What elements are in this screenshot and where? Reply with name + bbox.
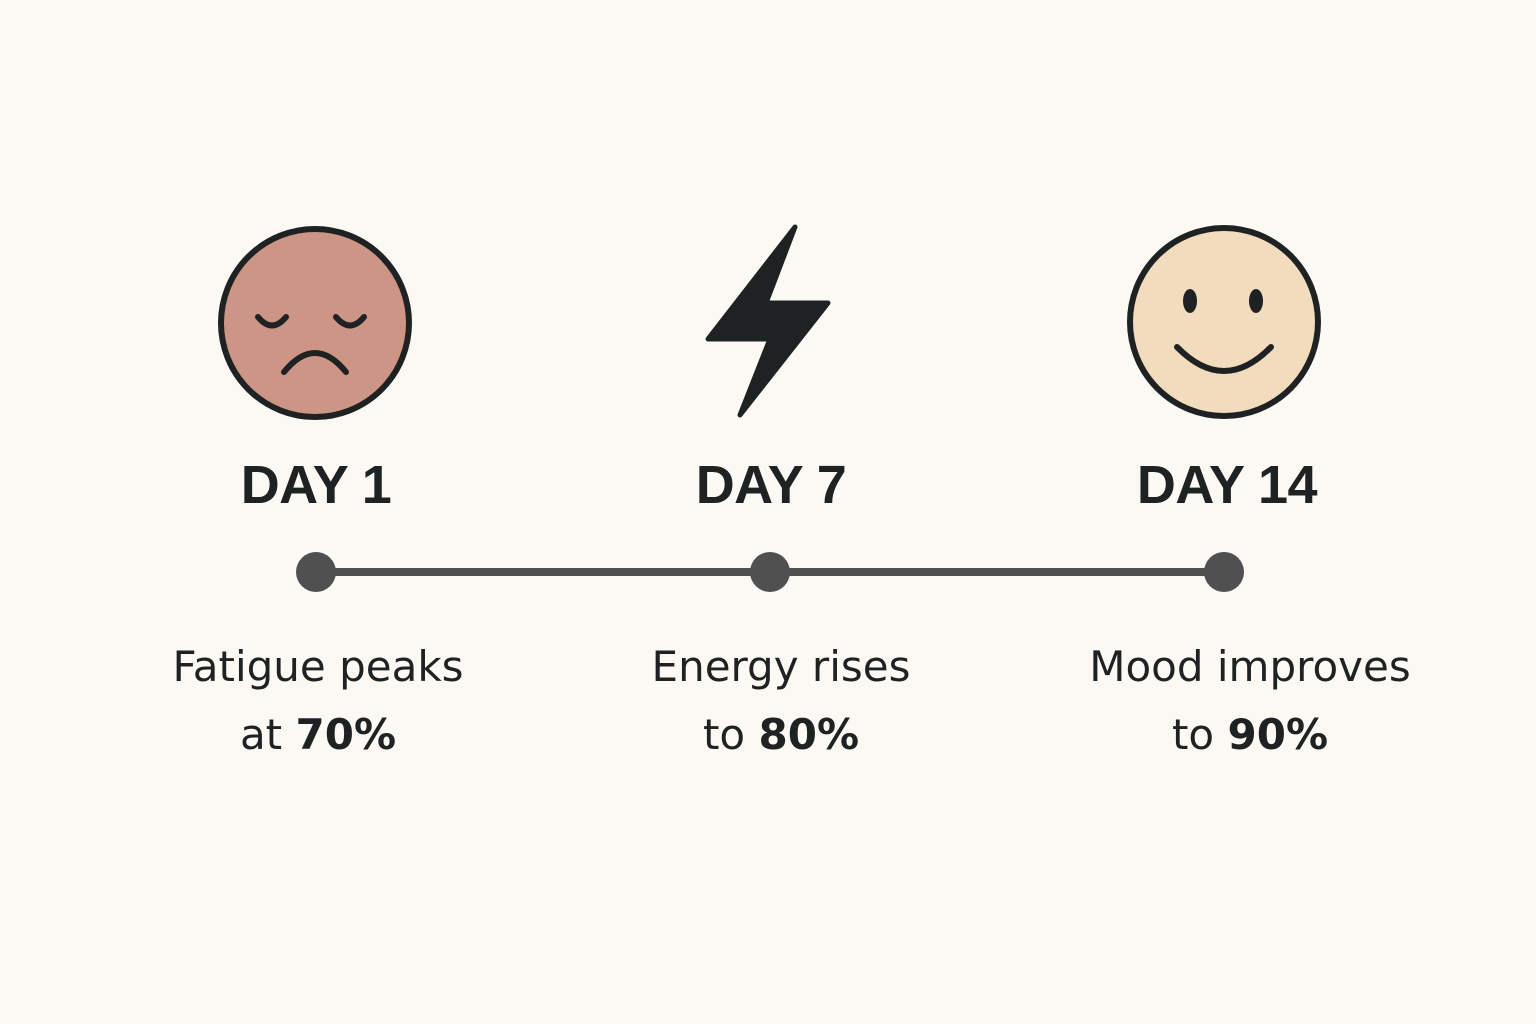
sad-face-right-eye [333,314,367,329]
caption-day-1-line1: Fatigue peaks [172,642,464,691]
smiley-face-left-eye [1183,289,1197,313]
caption-day-1-prefix: at [239,710,283,759]
sad-face-circle [218,226,412,420]
caption-day-1-line2: at 70% [98,701,538,769]
caption-day-14-line2: to 90% [1030,701,1470,769]
smiley-face-mouth [1174,344,1274,374]
caption-day-7-prefix: to [702,710,746,759]
caption-day-14-value: 90% [1227,710,1329,759]
timeline-node-day-14 [1204,552,1244,592]
caption-day-1: Fatigue peaks at 70% [98,633,538,769]
caption-day-7-line2: to 80% [561,701,1001,769]
timeline-node-day-1 [296,552,336,592]
caption-day-1-value: 70% [295,710,397,759]
day-label-14: DAY 14 [1136,455,1318,515]
caption-day-14-prefix: to [1171,710,1215,759]
sad-face-left-eye [255,314,289,329]
lightning-bolt-shape [705,224,831,418]
smiley-face-right-eye [1249,289,1263,313]
caption-day-7: Energy rises to 80% [561,633,1001,769]
sad-face-mouth [281,350,349,375]
timeline-node-day-7 [750,552,790,592]
caption-day-7-value: 80% [758,710,860,759]
sad-face-icon [218,226,412,420]
day-label-7: DAY 7 [695,455,847,515]
lightning-bolt-icon [705,224,831,418]
smiley-face-circle [1127,225,1321,419]
day-label-1: DAY 1 [240,455,392,515]
caption-day-14: Mood improves to 90% [1030,633,1470,769]
caption-day-7-line1: Energy rises [651,642,911,691]
caption-day-14-line1: Mood improves [1089,642,1411,691]
smiley-face-icon [1127,225,1321,419]
